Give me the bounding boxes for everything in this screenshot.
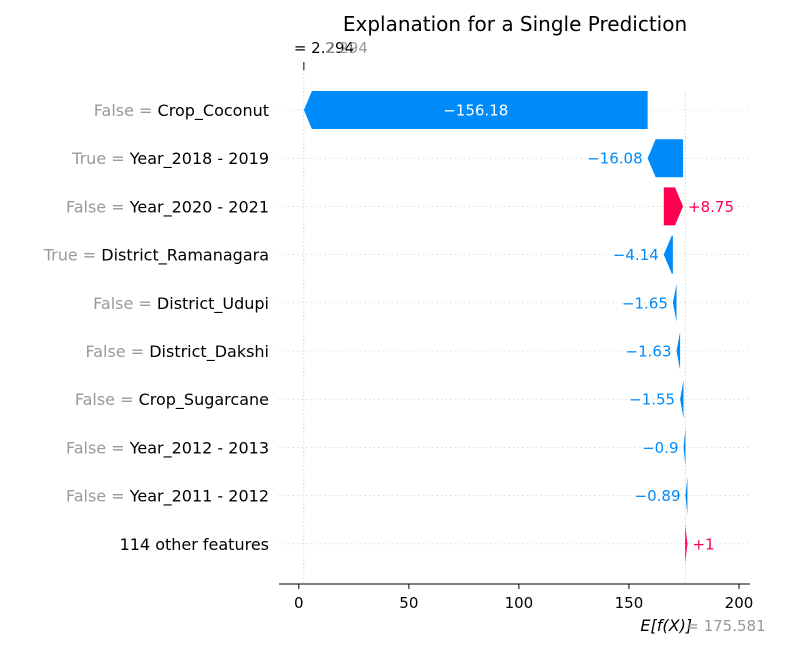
- waterfall-bar: [647, 139, 684, 178]
- feature-name: District_Udupi: [157, 294, 269, 314]
- feature-label: False = Crop_Coconut: [94, 101, 269, 121]
- waterfall-bar: [683, 428, 686, 467]
- fx-label: = 2.294: [294, 39, 354, 57]
- feature-name: Year_2011 - 2012: [129, 487, 269, 507]
- x-axis: 0 50 100 150 200: [279, 583, 754, 612]
- feature-value: True =: [71, 149, 130, 168]
- bar-value-label: +8.75: [688, 198, 734, 216]
- waterfall-bar: [685, 476, 688, 515]
- x-tick-label: 100: [505, 594, 534, 612]
- feature-label: True = Year_2018 - 2019: [71, 149, 269, 169]
- base-value: = 175.581: [686, 617, 765, 635]
- feature-labels-group: False = Crop_Coconut True = Year_2018 - 2…: [43, 101, 269, 554]
- feature-label: False = Year_2020 - 2021: [66, 197, 269, 217]
- feature-label: False = Year_2011 - 2012: [66, 487, 269, 507]
- waterfall-bar: [663, 187, 684, 226]
- feature-name: District_Dakshi: [149, 342, 269, 362]
- feature-label: False = Crop_Sugarcane: [75, 390, 269, 410]
- waterfall-bar: [663, 235, 673, 274]
- waterfall-bar: [680, 380, 684, 419]
- bar-value-label: −16.08: [587, 150, 643, 168]
- bar-value-label: −0.89: [635, 487, 681, 505]
- bar-value-label: +1: [692, 535, 714, 553]
- feature-value: False =: [93, 294, 157, 313]
- feature-value: False =: [85, 342, 149, 361]
- bar-value-label: −1.55: [629, 391, 675, 409]
- feature-name: Year_2020 - 2021: [129, 197, 269, 217]
- waterfall-bar: [303, 91, 648, 129]
- bars-group: [303, 91, 688, 563]
- base-label: E[f(X)]: [640, 616, 692, 635]
- feature-value: False =: [94, 101, 158, 120]
- fx-value-gray: 2.294: [325, 39, 368, 57]
- feature-label: False = District_Dakshi: [85, 342, 269, 362]
- feature-name: Year_2012 - 2013: [129, 438, 269, 458]
- feature-label: 114 other features: [120, 535, 269, 554]
- feature-label: False = Year_2012 - 2013: [66, 438, 269, 458]
- feature-name: District_Ramanagara: [101, 246, 269, 266]
- bar-value-label: −1.65: [622, 294, 668, 312]
- x-tick-label: 150: [615, 594, 644, 612]
- reference-lines: [303, 62, 686, 584]
- x-tick-label: 200: [725, 594, 754, 612]
- feature-name: 114 other features: [120, 535, 269, 554]
- feature-name: Year_2018 - 2019: [129, 149, 269, 169]
- feature-value: False =: [75, 390, 139, 409]
- bar-value-label: −156.18: [443, 102, 508, 120]
- feature-value: True =: [43, 246, 102, 265]
- feature-value: False =: [66, 487, 130, 506]
- feature-name: Crop_Sugarcane: [139, 390, 269, 410]
- x-tick-label: 0: [294, 594, 304, 612]
- feature-label: False = District_Udupi: [93, 294, 269, 314]
- feature-label: True = District_Ramanagara: [43, 246, 269, 266]
- bar-value-label: −1.63: [626, 343, 672, 361]
- feature-value: False =: [66, 438, 130, 457]
- feature-name: Crop_Coconut: [158, 101, 269, 121]
- waterfall-bar: [685, 524, 688, 563]
- feature-value: False =: [66, 197, 130, 216]
- waterfall-bar: [676, 332, 681, 370]
- x-tick-label: 50: [399, 594, 418, 612]
- bar-labels-group: −156.18 −16.08 +8.75 −4.14 −1.65 −1.63 −1.55 −0…: [443, 102, 734, 554]
- bar-value-label: −4.14: [613, 246, 659, 264]
- chart-title: Explanation for a Single Prediction: [343, 12, 687, 36]
- bar-value-label: −0.9: [642, 439, 678, 457]
- waterfall-bar: [672, 283, 677, 322]
